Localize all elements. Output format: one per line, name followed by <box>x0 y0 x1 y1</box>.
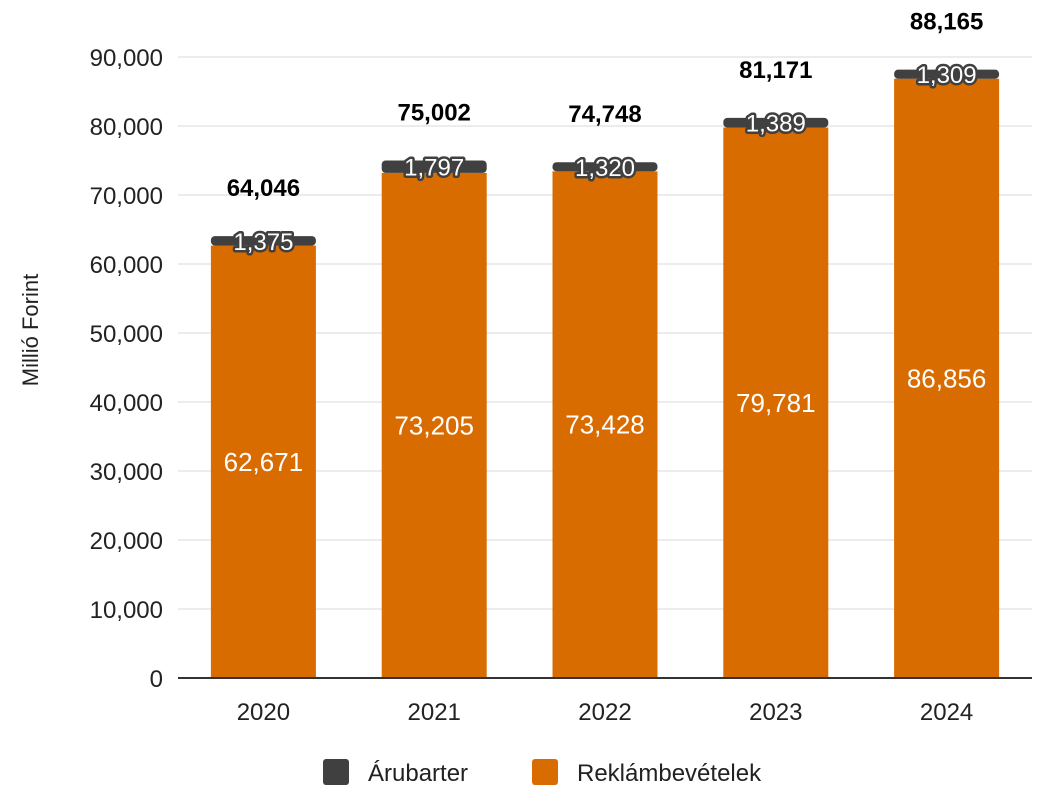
data-label-reklambevetelek: 79,781 <box>736 388 816 418</box>
y-axis-title: Millió Forint <box>18 274 43 386</box>
bar-arubarter <box>552 162 658 172</box>
x-tick-label: 2021 <box>408 699 461 726</box>
total-label: 81,171 <box>739 57 812 84</box>
legend-swatch <box>323 759 349 785</box>
bar-reklambevetelek <box>381 172 487 678</box>
data-label-reklambevetelek: 73,205 <box>394 410 474 440</box>
bar-arubarter <box>381 160 487 173</box>
data-label-arubarter: 1,389 <box>746 111 806 138</box>
bar-reklambevetelek <box>210 245 316 678</box>
data-labels: 62,671 1,375 64,046 73,205 1,797 75,002 73,428… <box>224 9 987 477</box>
y-tick-label: 70,000 <box>90 183 163 210</box>
y-tick-label: 40,000 <box>90 390 163 417</box>
legend-label: Reklámbevételek <box>577 760 762 785</box>
bar-arubarter <box>723 117 829 128</box>
data-label-arubarter: 1,375 <box>233 229 293 256</box>
data-label-arubarter: 1,320 <box>575 155 635 182</box>
data-label-arubarter: 1,797 <box>404 155 464 182</box>
data-label-reklambevetelek: 73,428 <box>565 410 645 440</box>
y-tick-label: 80,000 <box>90 114 163 141</box>
x-tick-label: 2023 <box>749 699 802 726</box>
x-tick-label: 2022 <box>578 699 631 726</box>
total-label: 88,165 <box>910 9 983 36</box>
bar-arubarter <box>894 69 1000 79</box>
y-axis-tick-labels: 0 10,000 20,000 30,000 40,000 50,000 60,000 70,… <box>90 45 163 693</box>
legend: Árubarter Reklámbevételek <box>323 759 762 785</box>
legend-label: Árubarter <box>368 760 468 785</box>
y-tick-label: 30,000 <box>90 459 163 486</box>
bar-reklambevetelek <box>723 127 829 678</box>
y-tick-label: 20,000 <box>90 528 163 555</box>
data-label-arubarter: 1,309 <box>917 62 977 89</box>
y-tick-label: 50,000 <box>90 321 163 348</box>
total-label: 75,002 <box>397 99 470 126</box>
x-tick-label: 2024 <box>920 699 973 726</box>
x-axis-tick-labels: 2020 2021 2022 2023 2024 <box>237 699 974 726</box>
x-tick-label: 2020 <box>237 699 290 726</box>
y-tick-label: 90,000 <box>90 45 163 72</box>
y-tick-label: 0 <box>150 666 163 693</box>
bar-arubarter <box>210 236 316 246</box>
y-tick-label: 10,000 <box>90 597 163 624</box>
bar-reklambevetelek <box>552 171 658 678</box>
data-label-reklambevetelek: 62,671 <box>224 447 304 477</box>
total-label: 74,748 <box>568 101 641 128</box>
bar-reklambevetelek <box>894 78 1000 678</box>
legend-swatch <box>532 759 558 785</box>
bars <box>210 69 1000 678</box>
y-tick-label: 60,000 <box>90 252 163 279</box>
total-label: 64,046 <box>227 175 300 202</box>
data-label-reklambevetelek: 86,856 <box>907 363 987 393</box>
